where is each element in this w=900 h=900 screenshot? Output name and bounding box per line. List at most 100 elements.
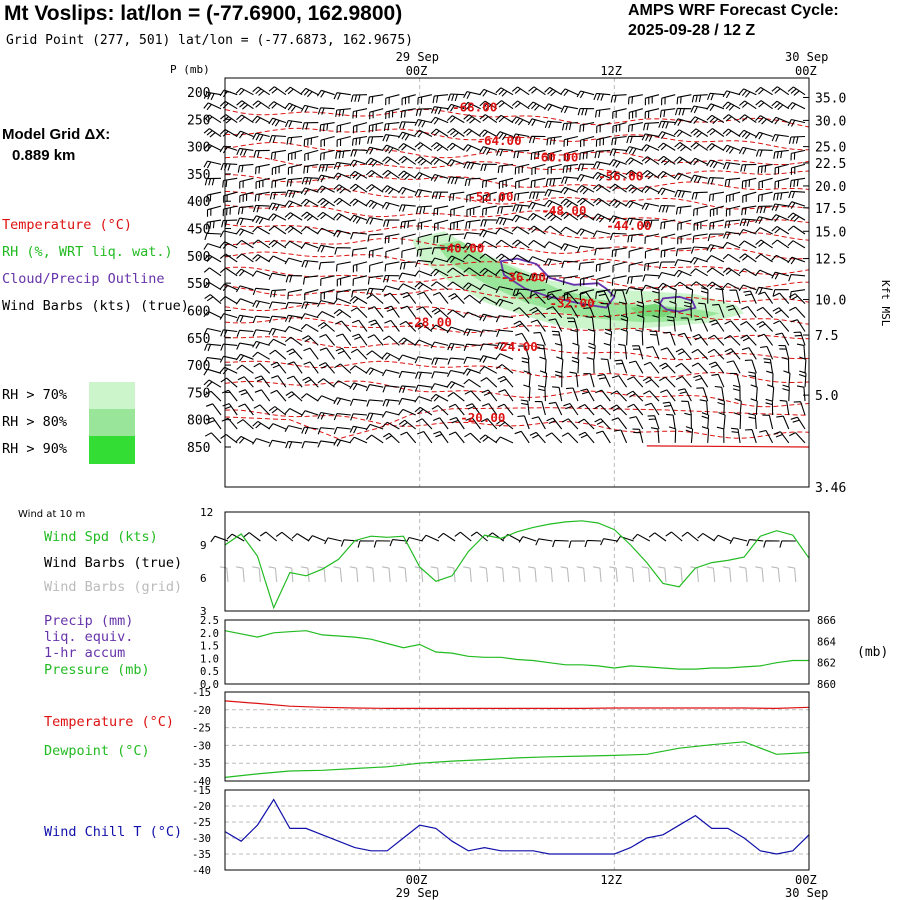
wind-barb <box>220 433 238 444</box>
wind-barb <box>221 389 238 402</box>
wind-barb <box>531 163 546 175</box>
wind-barb <box>252 132 270 142</box>
wind-barb <box>479 566 489 583</box>
legend-rh: RH (%, WRT liq. wat.) <box>2 244 173 260</box>
wind-barb <box>255 177 270 189</box>
wind-barb <box>430 173 449 182</box>
wind-barb <box>498 177 514 189</box>
wind-barb <box>673 129 692 137</box>
wind-barb <box>579 122 595 133</box>
wind-barb <box>430 157 449 165</box>
wind-barb <box>447 128 465 138</box>
wind-barb <box>515 177 530 189</box>
wind-barb <box>787 240 806 249</box>
wind-barb <box>367 233 384 242</box>
legend-rh90: RH > 90% <box>2 441 68 457</box>
wind-barb <box>771 254 790 263</box>
wind-barb <box>479 253 498 263</box>
wind-barb <box>608 215 627 224</box>
wind-barb <box>561 122 578 131</box>
wind-barb <box>349 296 368 305</box>
wind-barb <box>674 189 692 198</box>
wind-barb <box>317 174 335 183</box>
wind-barb <box>788 293 806 304</box>
wind-barb <box>790 149 806 161</box>
wind-barb <box>674 107 692 116</box>
wind-barb <box>690 256 708 265</box>
wind-barb <box>528 86 546 96</box>
wind-barb <box>447 93 465 102</box>
wind-barb <box>562 275 578 286</box>
wind-barb <box>495 253 514 263</box>
wind-barb <box>528 225 546 235</box>
wind-barb <box>773 431 790 444</box>
wind-barb <box>569 371 579 388</box>
temperature-label: -40.00 <box>439 241 484 256</box>
wind-barb <box>521 357 530 374</box>
wind-barb <box>268 338 287 346</box>
wind-barb <box>236 217 254 226</box>
wind-barb <box>367 135 384 144</box>
wind-barb <box>641 133 660 142</box>
wind-barb <box>627 376 644 388</box>
wind-barb <box>252 566 261 583</box>
wind-barb <box>709 319 725 332</box>
wind-barb <box>660 247 676 258</box>
wind-barb <box>707 334 725 346</box>
wind-barb <box>203 243 222 250</box>
wind-barb <box>417 233 433 245</box>
wind-barb <box>415 418 433 430</box>
wind-barb <box>252 315 270 323</box>
wind-barb <box>715 288 725 304</box>
wind-barb <box>334 247 351 255</box>
wind-barb <box>268 239 287 249</box>
wind-barb <box>352 261 368 273</box>
wind-barb <box>706 281 725 291</box>
wind-barb <box>268 255 287 263</box>
temp-panel-frame <box>224 691 810 782</box>
wind-barb <box>793 401 806 416</box>
wind-barb <box>351 247 368 257</box>
wind-barb <box>673 118 692 126</box>
wind-barb <box>357 540 375 548</box>
wind-barb <box>690 116 708 124</box>
wind-barb <box>511 254 530 263</box>
wind-barb <box>252 226 270 235</box>
wind-barb <box>270 361 287 374</box>
wind-barb <box>333 438 351 447</box>
wind-barb <box>544 211 563 222</box>
wind-barb <box>714 385 725 402</box>
wind-barb <box>748 371 757 388</box>
wind-barb <box>447 342 465 351</box>
wind-barb <box>635 329 644 346</box>
wind-barb <box>511 271 530 278</box>
wind-barb <box>464 390 482 402</box>
wind-barb <box>740 321 757 332</box>
pressure-tick-label: 650 <box>187 332 210 347</box>
wind-barb <box>641 202 660 211</box>
wind-barb <box>725 205 741 217</box>
wind-barb <box>706 244 725 252</box>
wind-barb <box>385 247 400 259</box>
wind-barb <box>317 300 335 308</box>
wind-barb <box>382 274 400 283</box>
wind-barb <box>552 539 569 548</box>
wind-barb <box>595 430 611 444</box>
wind-barb <box>759 429 774 444</box>
wind-barb <box>479 313 497 322</box>
wind-barb <box>415 108 432 117</box>
wind-barb <box>773 191 789 201</box>
wind-barb <box>318 261 335 270</box>
wind-barb <box>350 348 368 360</box>
wind-barb <box>595 135 611 147</box>
wind-barb <box>399 320 417 332</box>
wind-barb <box>666 413 676 430</box>
wind-barb <box>252 115 270 124</box>
wind-barb <box>643 390 660 402</box>
wind-barb <box>560 566 570 583</box>
wind-barb <box>716 426 725 443</box>
wind-barb <box>513 307 530 318</box>
wind-barb <box>479 434 498 444</box>
wind-barb <box>758 177 773 189</box>
wind-barb <box>463 128 481 137</box>
